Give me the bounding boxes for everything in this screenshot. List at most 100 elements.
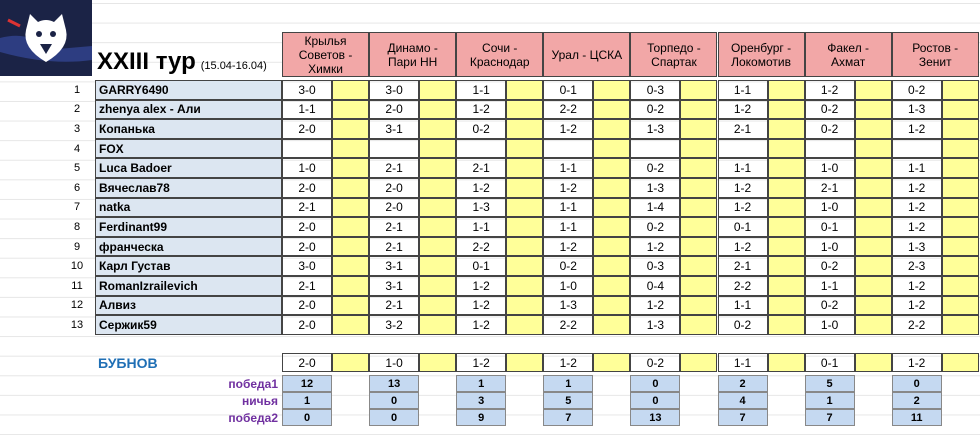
prediction: 0-2 — [804, 119, 855, 139]
prediction: 3-1 — [369, 119, 420, 139]
prediction: 1-2 — [543, 119, 594, 139]
prediction: 1-2 — [630, 236, 681, 257]
match-header: Урал - ЦСКА — [543, 32, 631, 77]
points-cell — [680, 138, 718, 159]
points-cell — [332, 158, 370, 178]
points-cell — [767, 178, 805, 198]
match-header: Ростов - Зенит — [891, 32, 979, 77]
prediction: 1-2 — [891, 276, 942, 296]
prediction: 0-1 — [717, 217, 768, 237]
stat-value: 7 — [804, 409, 855, 426]
points-cell — [854, 197, 892, 218]
points-cell — [506, 138, 544, 159]
points-cell — [419, 197, 457, 218]
prediction: 3-0 — [369, 80, 420, 100]
prediction: 1-1 — [717, 158, 768, 178]
prediction: 1-2 — [543, 353, 594, 372]
row-number: 7 — [73, 201, 81, 214]
prediction: 1-2 — [717, 178, 768, 198]
stat-value: 2 — [891, 392, 942, 409]
player-name: франческа — [95, 236, 282, 257]
player-name: FOX — [95, 138, 282, 159]
points-cell — [941, 315, 979, 335]
prediction: 1-2 — [717, 99, 768, 120]
points-cell — [941, 353, 979, 372]
prediction: 1-0 — [804, 197, 855, 218]
points-cell — [506, 217, 544, 237]
stat-label: победа2 — [228, 410, 278, 425]
stat-value: 3 — [456, 392, 507, 409]
prediction: 2-0 — [282, 353, 332, 372]
points-cell — [506, 99, 544, 120]
prediction: 1-1 — [456, 80, 507, 100]
points-cell — [767, 236, 805, 257]
points-cell — [332, 256, 370, 276]
points-cell — [941, 80, 979, 100]
points-cell — [680, 197, 718, 218]
prediction: 2-2 — [456, 236, 507, 257]
points-cell — [593, 236, 631, 257]
points-cell — [332, 178, 370, 198]
prediction: 0-2 — [717, 315, 768, 335]
points-cell — [419, 276, 457, 296]
prediction — [282, 138, 332, 159]
points-cell — [941, 217, 979, 237]
player-name: Карл Густав — [95, 256, 282, 276]
points-cell — [593, 80, 631, 100]
points-cell — [680, 99, 718, 120]
prediction: 1-3 — [630, 178, 681, 198]
stat-value: 12 — [282, 375, 332, 392]
row-number: 2 — [73, 103, 81, 116]
prediction — [369, 138, 420, 159]
points-cell — [854, 80, 892, 100]
points-cell — [593, 315, 631, 335]
prediction: 1-0 — [369, 353, 420, 372]
points-cell — [593, 353, 631, 372]
points-cell — [332, 315, 370, 335]
match-header: Торпедо - Спартак — [630, 32, 718, 77]
prediction: 2-1 — [369, 158, 420, 178]
match-header: Сочи - Краснодар — [456, 32, 544, 77]
prediction: 1-1 — [456, 217, 507, 237]
points-cell — [941, 119, 979, 139]
title: XXIII тур — [97, 48, 196, 75]
prediction: 0-1 — [543, 80, 594, 100]
points-cell — [680, 80, 718, 100]
prediction: 2-1 — [282, 276, 332, 296]
prediction: 2-1 — [282, 197, 332, 218]
prediction: 2-0 — [282, 178, 332, 198]
prediction — [630, 138, 681, 159]
prediction: 1-1 — [717, 295, 768, 316]
points-cell — [680, 353, 718, 372]
prediction: 1-1 — [717, 353, 768, 372]
prediction: 1-1 — [543, 217, 594, 237]
stat-label: победа1 — [228, 376, 278, 391]
prediction: 2-1 — [369, 295, 420, 316]
points-cell — [593, 295, 631, 316]
points-cell — [419, 138, 457, 159]
stat-value: 11 — [891, 409, 942, 426]
points-cell — [332, 80, 370, 100]
points-cell — [332, 99, 370, 120]
player-name: Копанька — [95, 119, 282, 139]
prediction: 1-0 — [543, 276, 594, 296]
player-name: Алвиз — [95, 295, 282, 316]
row-number: 8 — [73, 220, 81, 233]
prediction: 1-1 — [282, 99, 332, 120]
points-cell — [419, 256, 457, 276]
stat-value: 9 — [456, 409, 507, 426]
prediction: 0-2 — [804, 295, 855, 316]
points-cell — [506, 236, 544, 257]
prediction: 1-3 — [630, 119, 681, 139]
prediction: 1-3 — [891, 236, 942, 257]
prediction: 1-2 — [543, 236, 594, 257]
points-cell — [506, 158, 544, 178]
stat-value: 1 — [804, 392, 855, 409]
prediction — [543, 138, 594, 159]
row-number: 6 — [73, 181, 81, 194]
player-name: Вячеслав78 — [95, 178, 282, 198]
points-cell — [506, 178, 544, 198]
points-cell — [419, 99, 457, 120]
prediction: 1-1 — [804, 276, 855, 296]
points-cell — [506, 295, 544, 316]
